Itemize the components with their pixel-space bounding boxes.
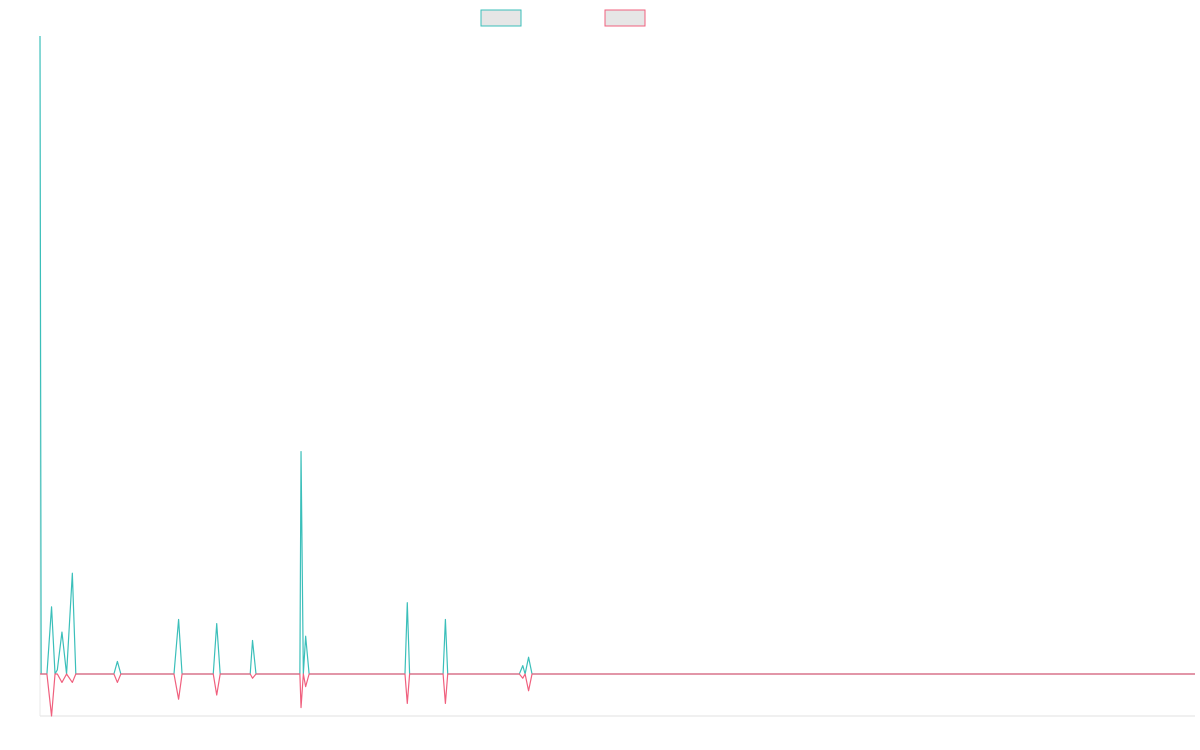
plot-area — [39, 35, 1195, 717]
series-line-1[interactable] — [39, 35, 1195, 675]
legend-swatch-series-1[interactable] — [480, 9, 522, 27]
legend — [480, 9, 646, 27]
series-line-2[interactable] — [40, 673, 1195, 717]
legend-swatch-series-2[interactable] — [604, 9, 646, 27]
